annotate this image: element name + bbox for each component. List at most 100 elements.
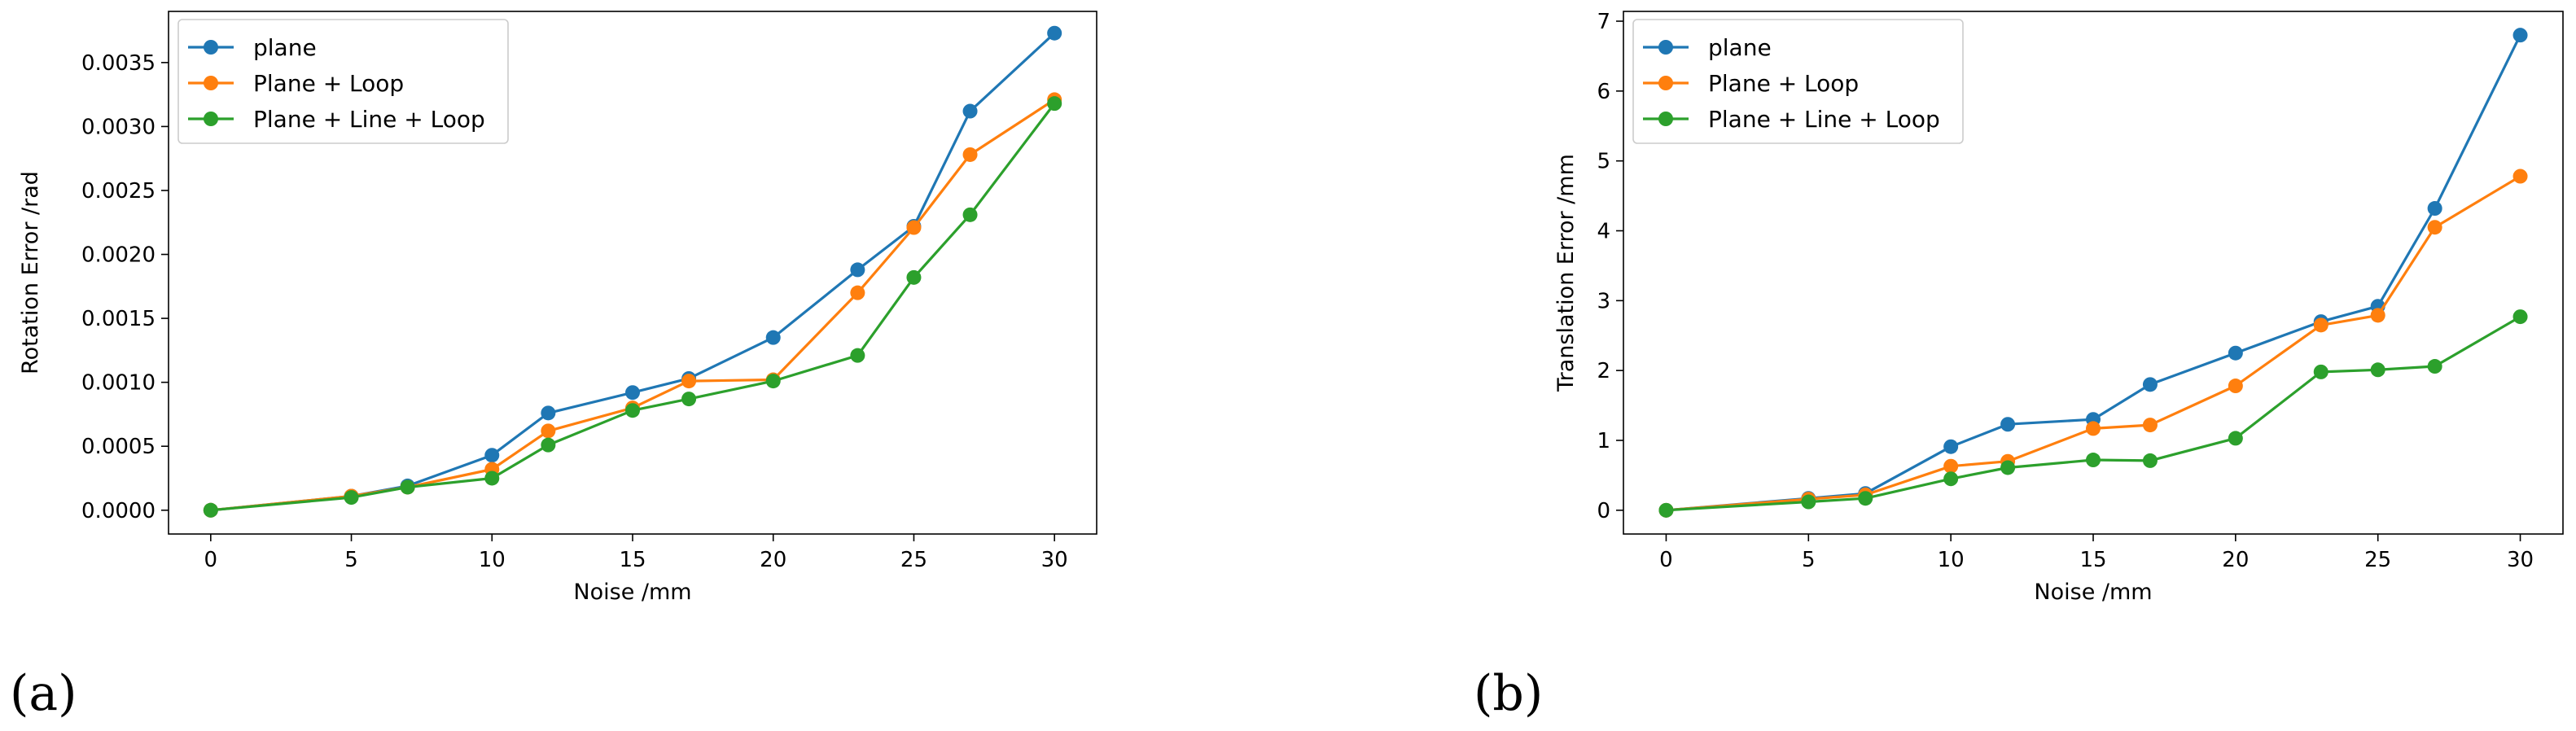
data-point	[850, 285, 865, 300]
y-tick-label: 5	[1597, 150, 1610, 174]
data-point	[962, 147, 978, 162]
data-point	[625, 403, 640, 418]
data-point	[2086, 453, 2101, 468]
x-tick-label: 5	[1802, 548, 1816, 572]
data-point	[906, 269, 922, 285]
data-point	[400, 479, 415, 495]
legend-marker	[204, 112, 218, 126]
legend-marker	[1658, 112, 1673, 126]
data-point	[2512, 169, 2528, 184]
data-point	[962, 103, 978, 119]
x-tick-label: 20	[760, 548, 786, 572]
data-point	[2142, 453, 2158, 468]
series-line	[210, 98, 1056, 512]
data-point	[541, 437, 556, 453]
series-line	[1666, 315, 2521, 512]
data-point	[2086, 421, 2101, 436]
data-point	[2427, 201, 2442, 217]
data-point	[1943, 458, 1959, 474]
y-tick-label: 0.0015	[81, 307, 156, 331]
data-point	[2228, 379, 2243, 394]
y-tick-label: 0.0030	[81, 115, 156, 139]
data-point	[2000, 460, 2016, 475]
x-tick-label: 15	[2079, 548, 2106, 572]
legend: plane Plane + Loop Plane + Line + Loop	[177, 19, 509, 144]
y-tick-label: 4	[1597, 220, 1610, 244]
y-tick-label: 6	[1597, 80, 1610, 104]
data-point	[850, 262, 865, 278]
y-tick-label: 3	[1597, 289, 1610, 313]
data-point	[681, 392, 697, 407]
y-axis-title: Rotation Error /rad	[18, 171, 43, 374]
legend-label: plane	[253, 34, 317, 61]
chart-panel-2: 0 5 10 15 20 25 30 0 1 2 3 4 5 6 7 Noise /mm Translation…	[1474, 10, 2564, 722]
data-point	[2370, 308, 2385, 323]
legend-label: Plane + Line + Loop	[1708, 106, 1940, 133]
x-tick-label: 5	[344, 548, 358, 572]
y-tick-label: 0.0000	[81, 499, 156, 523]
series-plane-loop	[203, 92, 1062, 518]
x-tick-label: 25	[900, 548, 927, 572]
x-tick-label: 10	[1938, 548, 1965, 572]
data-point	[625, 385, 640, 401]
chart-panel-1: 0 5 10 15 20 25 30 0.0000 0.0005 0.0010 0.0015 0.00…	[10, 11, 1097, 722]
y-tick-label: 0.0005	[81, 435, 156, 459]
y-tick-label: 0.0010	[81, 371, 156, 396]
y-tick-label: 0.0020	[81, 243, 156, 268]
data-point	[1858, 491, 1873, 506]
x-tick-label: 25	[2364, 548, 2391, 572]
series-plane-line-loop	[1658, 309, 2528, 518]
data-point	[2142, 377, 2158, 392]
data-point	[1047, 96, 1062, 112]
data-point	[1943, 471, 1959, 487]
data-point	[541, 405, 556, 421]
data-point	[203, 502, 218, 518]
data-point	[344, 490, 359, 506]
data-point	[2370, 362, 2385, 378]
x-axis-title: Noise /mm	[2034, 580, 2152, 605]
data-point	[2512, 28, 2528, 43]
legend-marker	[1658, 76, 1673, 90]
data-point	[850, 348, 865, 363]
data-point	[2000, 417, 2016, 432]
data-point	[541, 423, 556, 439]
x-tick-label: 10	[479, 548, 506, 572]
data-point	[681, 374, 697, 389]
data-point	[765, 330, 781, 345]
data-point	[1801, 494, 1816, 510]
legend-frame	[177, 19, 509, 144]
legend-label: Plane + Line + Loop	[253, 106, 485, 133]
data-point	[1047, 25, 1062, 41]
data-point	[2512, 309, 2528, 325]
y-tick-label: 2	[1597, 359, 1610, 383]
data-point	[2228, 431, 2243, 446]
data-point	[2427, 359, 2442, 374]
data-point	[2427, 220, 2442, 235]
series-plane-line-loop	[203, 96, 1062, 518]
x-tick-label: 20	[2222, 548, 2249, 572]
data-point	[484, 448, 500, 463]
x-axis-title: Noise /mm	[573, 580, 691, 605]
series-line	[210, 103, 1056, 512]
data-point	[2313, 317, 2328, 333]
legend-label: Plane + Loop	[253, 70, 404, 97]
legend-label: plane	[1708, 34, 1772, 61]
x-tick-label: 0	[1659, 548, 1673, 572]
x-tick-label: 30	[2507, 548, 2534, 572]
data-point	[2142, 418, 2158, 433]
x-tick-label: 0	[204, 548, 218, 572]
panel-label: (b)	[1474, 665, 1543, 722]
y-axis-title: Translation Error /mm	[1553, 154, 1579, 392]
y-tick-label: 1	[1597, 429, 1610, 453]
legend-frame	[1632, 19, 1964, 144]
series-line	[1666, 175, 2521, 512]
legend-label: Plane + Loop	[1708, 70, 1859, 97]
data-point	[2228, 345, 2243, 361]
y-tick-label: 7	[1597, 10, 1610, 34]
data-point	[2313, 364, 2328, 379]
y-tick-label: 0.0025	[81, 179, 156, 204]
data-point	[1943, 439, 1959, 454]
legend-marker	[204, 40, 218, 55]
data-point	[962, 207, 978, 222]
